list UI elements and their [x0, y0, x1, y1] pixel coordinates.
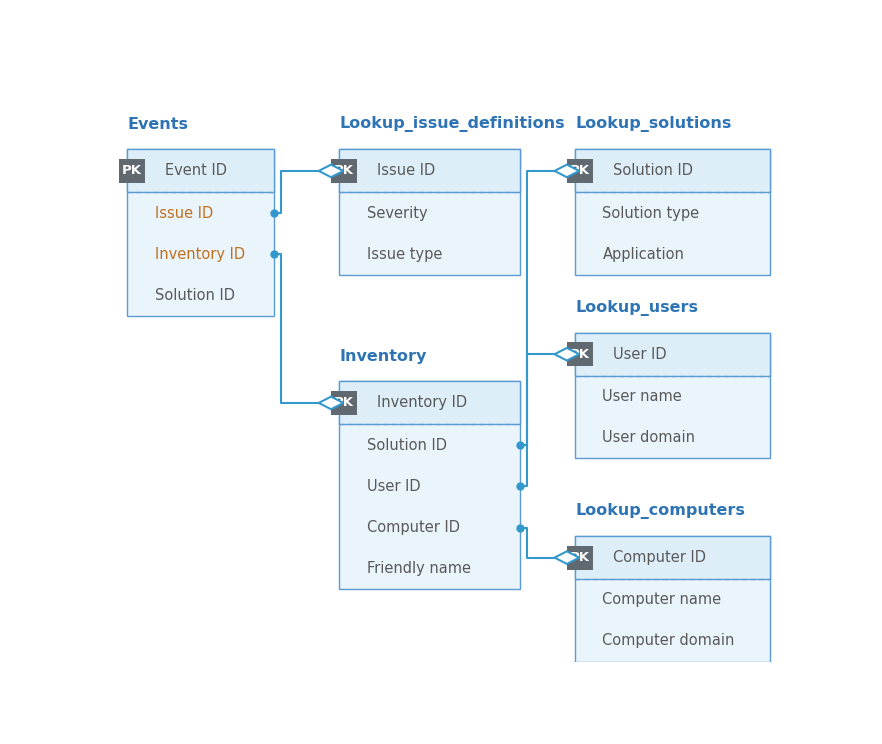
Polygon shape [555, 551, 579, 564]
Text: Solution ID: Solution ID [367, 437, 446, 452]
Bar [575, 536, 770, 579]
Bar [575, 333, 770, 376]
Text: Inventory ID: Inventory ID [377, 395, 467, 411]
Text: User domain: User domain [602, 430, 695, 445]
Polygon shape [318, 397, 343, 409]
Text: Inventory: Inventory [340, 349, 427, 365]
Text: Lookup_issue_definitions: Lookup_issue_definitions [340, 116, 564, 132]
Bar [119, 159, 146, 183]
Text: PK: PK [570, 164, 590, 177]
Text: PK: PK [570, 551, 590, 564]
Polygon shape [555, 348, 579, 361]
Text: Severity: Severity [367, 205, 427, 220]
Text: Solution ID: Solution ID [613, 164, 692, 179]
Text: Computer ID: Computer ID [613, 550, 706, 565]
Text: Events: Events [127, 118, 189, 132]
Bar [567, 342, 593, 366]
Text: Computer name: Computer name [602, 592, 721, 607]
Text: Lookup_computers: Lookup_computers [575, 503, 745, 519]
Text: Solution type: Solution type [602, 205, 699, 220]
Bar [575, 150, 770, 193]
Text: Issue type: Issue type [367, 247, 442, 262]
Text: Inventory ID: Inventory ID [154, 247, 245, 262]
Text: Lookup_solutions: Lookup_solutions [575, 116, 731, 132]
Text: User name: User name [602, 389, 682, 404]
Bar [575, 536, 770, 661]
Text: Friendly name: Friendly name [367, 561, 471, 577]
Text: Event ID: Event ID [165, 164, 227, 179]
Text: PK: PK [334, 164, 354, 177]
Text: PK: PK [334, 397, 354, 409]
Text: Solution ID: Solution ID [154, 288, 235, 303]
Text: Application: Application [602, 247, 684, 262]
Text: Computer ID: Computer ID [367, 520, 460, 535]
Bar [331, 159, 357, 183]
Text: PK: PK [570, 347, 590, 361]
Polygon shape [318, 164, 343, 177]
Bar [567, 159, 593, 183]
Text: Issue ID: Issue ID [154, 205, 213, 220]
Bar [567, 545, 593, 570]
Bar [340, 382, 520, 424]
Bar [575, 333, 770, 458]
Bar [331, 391, 357, 415]
Bar [575, 150, 770, 275]
Text: User ID: User ID [367, 479, 420, 494]
Text: PK: PK [122, 164, 142, 177]
Text: User ID: User ID [613, 347, 666, 362]
Bar [127, 150, 274, 316]
Bar [340, 382, 520, 589]
Text: Issue ID: Issue ID [377, 164, 435, 179]
Text: Computer domain: Computer domain [602, 633, 735, 649]
Bar [127, 150, 274, 193]
Bar [340, 150, 520, 275]
Polygon shape [555, 164, 579, 177]
Text: Lookup_users: Lookup_users [575, 300, 698, 315]
Bar [340, 150, 520, 193]
